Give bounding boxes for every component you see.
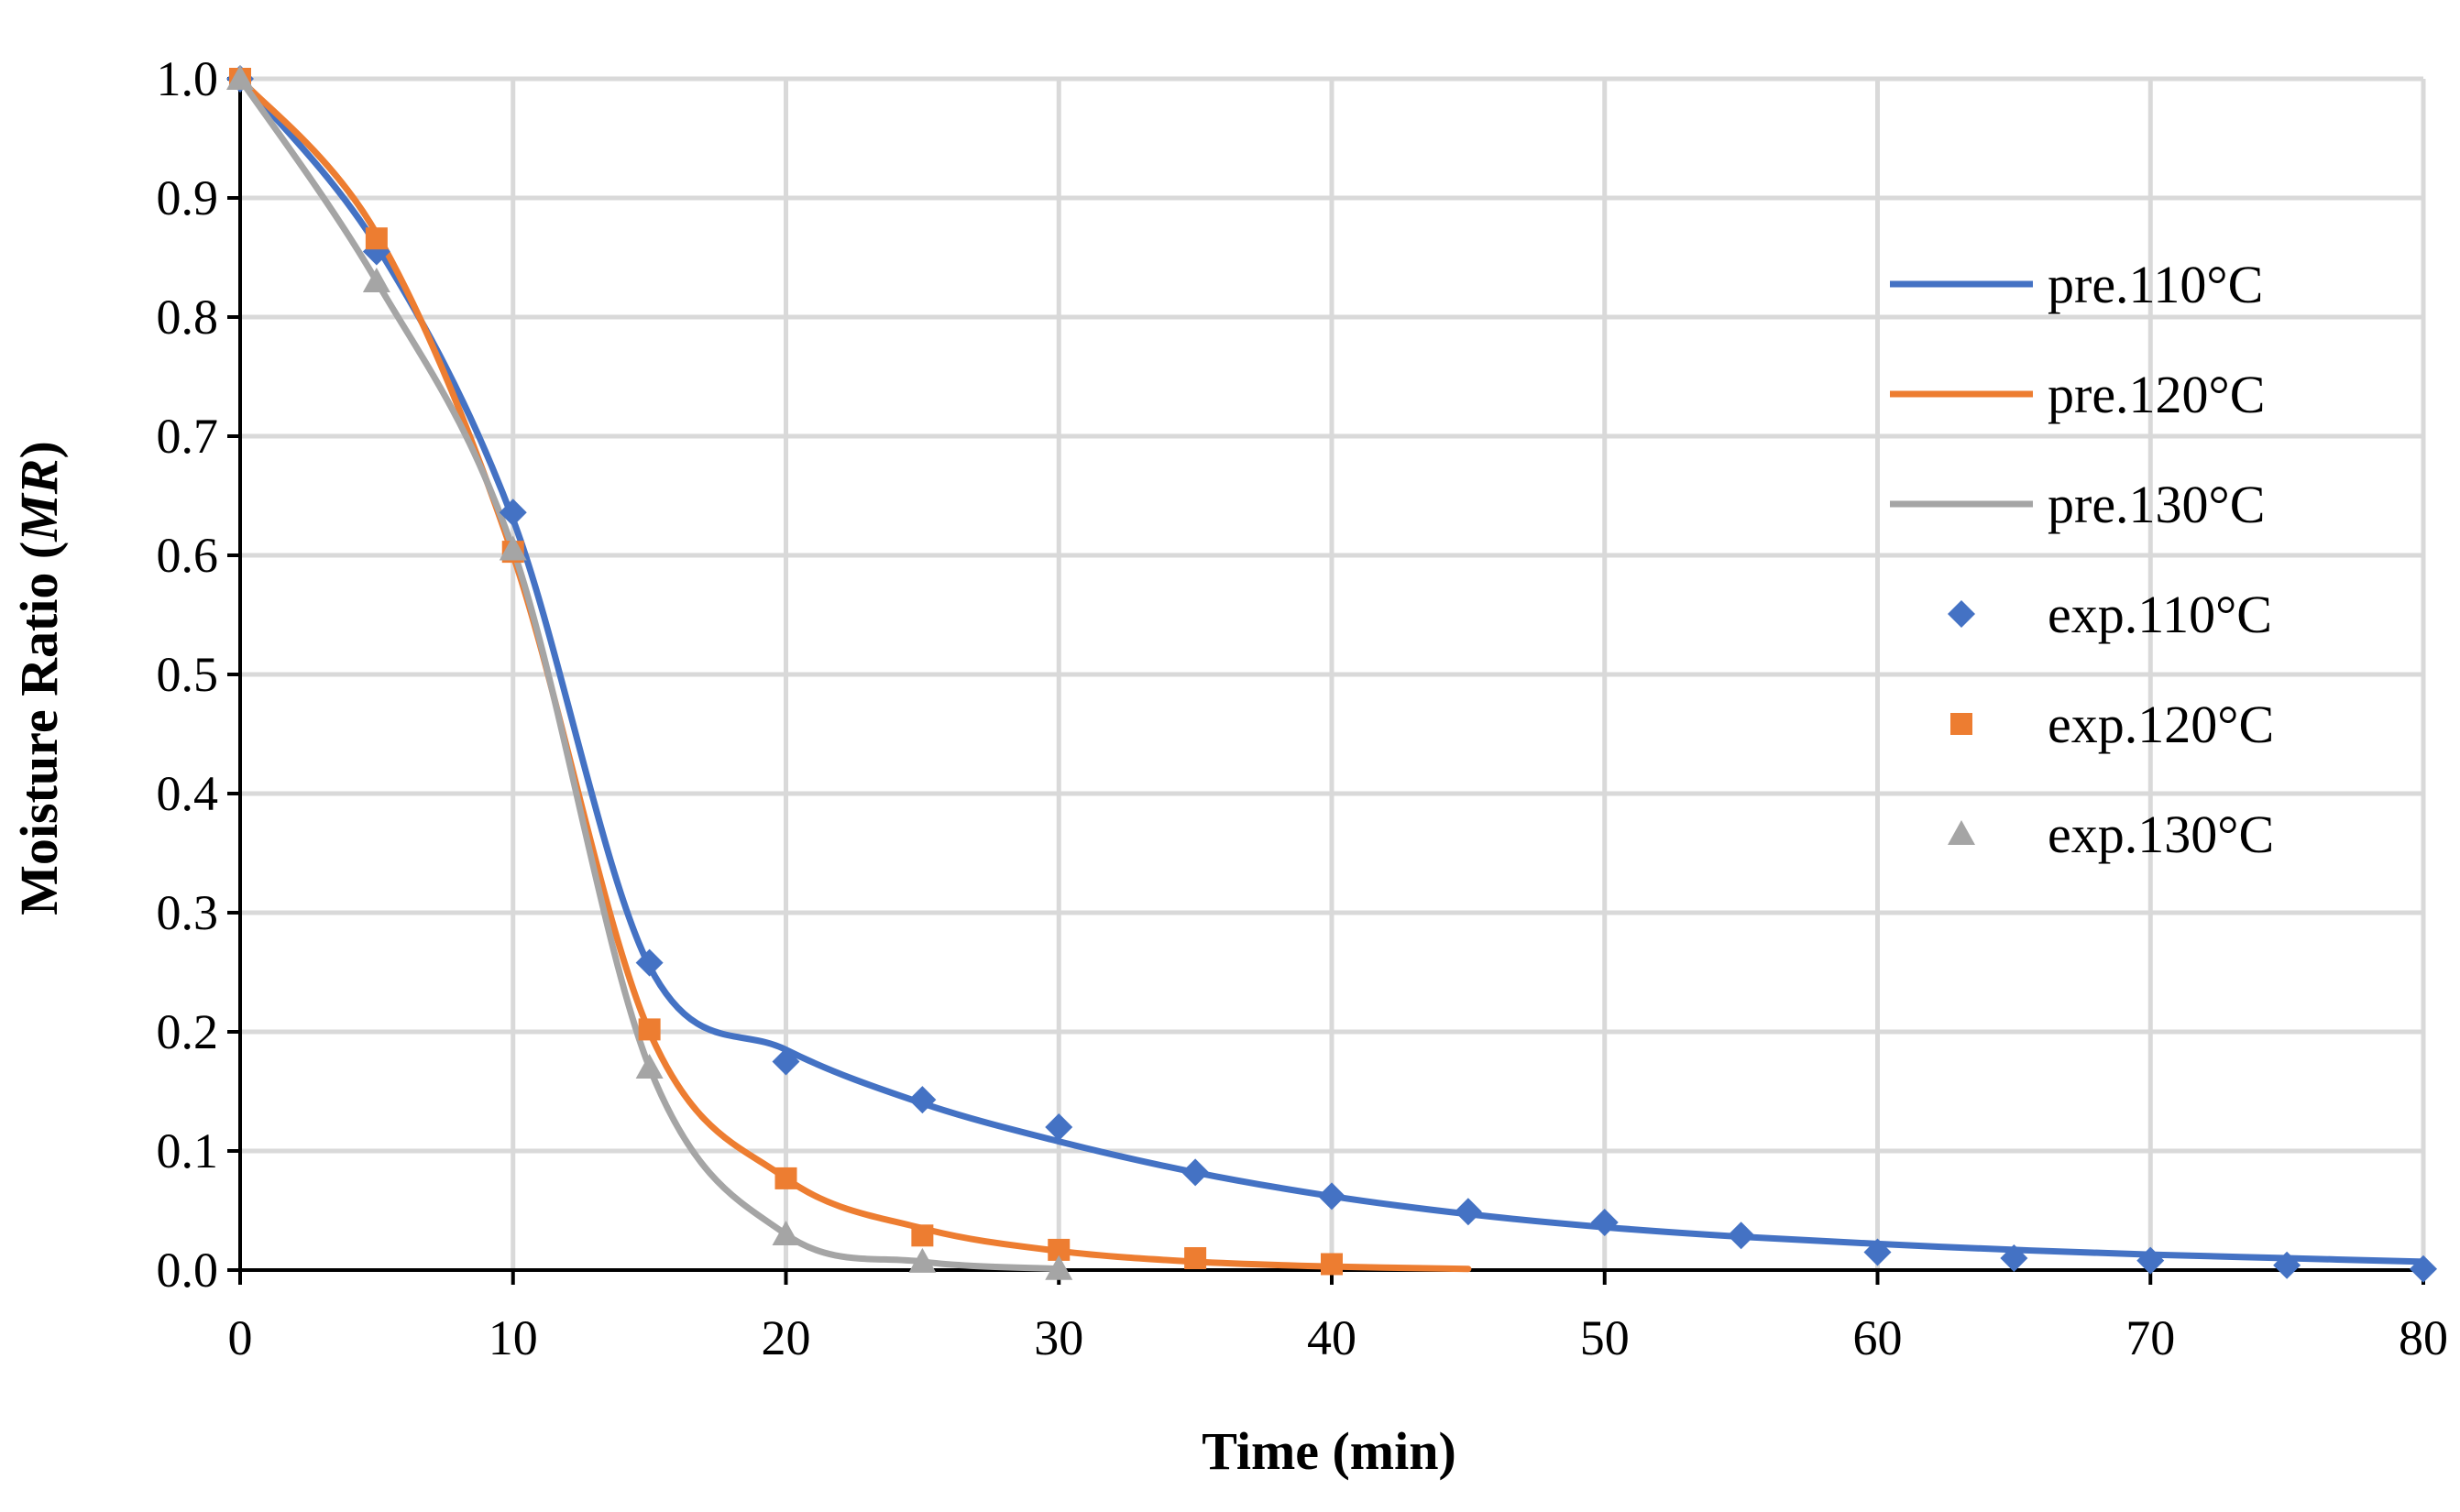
x-axis-title: Time (min) xyxy=(1202,1421,1456,1481)
x-tick-label: 80 xyxy=(2399,1310,2448,1365)
y-axis-title: Moisture Ratio (MR) xyxy=(9,441,69,915)
y-axis-title-italic: MR xyxy=(9,458,69,542)
data-point-square xyxy=(1184,1247,1207,1269)
y-tick-label: 0.7 xyxy=(157,409,219,464)
legend-label: pre.120°C xyxy=(2048,365,2265,424)
y-tick-label: 0.4 xyxy=(157,766,219,821)
data-point-diamond xyxy=(1590,1209,1619,1236)
data-point-diamond xyxy=(1863,1238,1892,1266)
y-tick-label: 0.0 xyxy=(157,1243,219,1298)
y-axis-title-main: Moisture Ratio ( xyxy=(9,542,69,915)
x-tick-label: 70 xyxy=(2125,1310,2175,1365)
legend-label: exp.130°C xyxy=(2048,805,2274,864)
x-tick-label: 50 xyxy=(1580,1310,1630,1365)
y-tick-label: 0.6 xyxy=(157,528,219,583)
data-point-square xyxy=(911,1224,934,1247)
data-point-triangle xyxy=(499,535,527,561)
data-point-diamond xyxy=(2410,1255,2437,1283)
data-point-triangle xyxy=(362,268,390,292)
y-tick-label: 0.5 xyxy=(157,647,219,702)
x-tick-label: 0 xyxy=(228,1310,253,1365)
legend: pre.110°C pre.120°C pre.130°C exp.110°C exp.… xyxy=(1890,255,2274,864)
x-tick-label: 10 xyxy=(489,1310,538,1365)
axis-layer: 0.0 0.1 0.2 0.3 0.4 0.5 0.6 0.7 0.8 0.9 1.0 0 10 20 30… xyxy=(157,51,2449,1365)
data-point-diamond xyxy=(772,1047,800,1076)
legend-swatch-marker xyxy=(1950,713,1972,735)
x-tick-label: 40 xyxy=(1307,1310,1356,1365)
y-tick-label: 0.9 xyxy=(157,170,219,225)
data-point-triangle xyxy=(226,65,254,90)
marker-layer xyxy=(226,65,2437,1283)
data-point-triangle xyxy=(1045,1255,1073,1280)
data-point-diamond xyxy=(1181,1158,1210,1187)
data-point-triangle xyxy=(908,1247,937,1273)
data-point-square xyxy=(365,227,388,250)
y-tick-label: 0.2 xyxy=(157,1004,219,1059)
data-point-diamond xyxy=(1045,1113,1073,1141)
grid-layer xyxy=(240,76,2426,1270)
data-point-diamond xyxy=(2000,1244,2028,1272)
data-point-diamond xyxy=(635,948,664,977)
data-point-diamond xyxy=(1318,1182,1345,1211)
legend-swatch-marker xyxy=(1948,600,1975,628)
data-point-diamond xyxy=(2136,1246,2165,1275)
data-point-square xyxy=(1321,1253,1343,1276)
data-point-square xyxy=(774,1167,797,1189)
data-point-triangle xyxy=(635,1054,664,1079)
data-point-triangle xyxy=(772,1221,800,1245)
data-point-diamond xyxy=(1727,1222,1755,1250)
legend-label: pre.110°C xyxy=(2048,255,2263,314)
data-point-diamond xyxy=(908,1086,937,1114)
data-point-diamond xyxy=(2273,1251,2301,1279)
x-tick-label: 30 xyxy=(1034,1310,1083,1365)
x-tick-label: 20 xyxy=(762,1310,811,1365)
series-line-1 xyxy=(236,75,1472,1273)
legend-label: exp.110°C xyxy=(2048,585,2272,644)
data-point-diamond xyxy=(499,499,527,527)
y-tick-label: 0.1 xyxy=(157,1123,219,1178)
legend-label: pre.130°C xyxy=(2048,475,2265,534)
y-tick-label: 0.3 xyxy=(157,885,219,940)
y-axis-title-end: ) xyxy=(9,441,69,458)
y-tick-label: 1.0 xyxy=(157,51,219,106)
x-tick-label: 60 xyxy=(1853,1310,1903,1365)
legend-swatch-marker xyxy=(1948,820,1975,845)
y-tick-label: 0.8 xyxy=(157,290,219,345)
legend-label: exp.120°C xyxy=(2048,695,2274,754)
data-point-square xyxy=(638,1018,661,1041)
data-point-diamond xyxy=(1454,1198,1482,1226)
